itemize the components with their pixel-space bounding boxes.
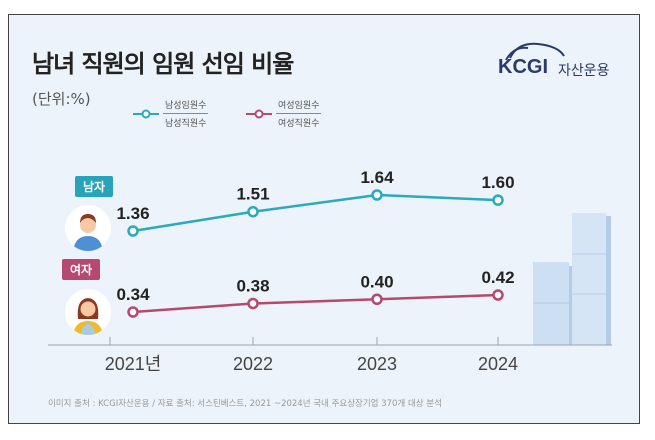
data-label: 0.34 [116, 285, 150, 304]
male-badge: 남자 [75, 176, 114, 197]
data-point [127, 306, 139, 318]
male-avatar [65, 205, 111, 251]
data-point [492, 194, 504, 206]
legend-male-numerator: 남성임원수 [163, 98, 209, 114]
female-avatar [65, 289, 111, 335]
data-label: 0.42 [481, 268, 514, 287]
buildings-illustration [533, 213, 611, 345]
data-point [247, 297, 259, 310]
x-tick-label: 2021년 [105, 354, 162, 374]
logo-suffix: 자산운용 [558, 63, 610, 79]
legend-female-numerator: 여성임원수 [276, 98, 322, 114]
series-line-male [132, 193, 499, 233]
legend-male-marker-icon [133, 109, 159, 118]
data-point [247, 205, 259, 218]
data-point [492, 289, 504, 301]
legend-male-denominator: 남성직원수 [165, 119, 207, 129]
logo-swoosh-icon [505, 42, 565, 61]
logo-brand: KCGI [498, 56, 548, 78]
legend-female-marker-icon [246, 109, 272, 118]
x-tick-label: 2024 [478, 354, 518, 374]
chart-frame [8, 14, 640, 424]
x-tick-label: 2023 [357, 354, 397, 374]
source-note: 이미지 출처 : KCGI자산운용 / 자료 출처: 서스틴베스트, 2021 … [48, 399, 442, 409]
data-label: 0.38 [236, 277, 269, 296]
legend-female-denominator: 여성직원수 [278, 119, 320, 129]
data-label: 0.40 [360, 272, 393, 291]
data-label: 1.64 [360, 168, 394, 187]
chart-title: 남녀 직원의 임원 선임 비율 [32, 50, 294, 78]
unit-label: (단위:%) [32, 90, 91, 108]
data-point [371, 189, 383, 201]
data-label: 1.51 [236, 185, 269, 204]
kcgi-logo: KCGI 자산운용 [498, 38, 623, 88]
data-label: 1.60 [481, 173, 514, 192]
data-point [127, 225, 139, 237]
data-point [371, 293, 383, 305]
x-tick-label: 2022 [233, 354, 273, 374]
data-label: 1.36 [116, 204, 149, 223]
female-badge: 여자 [62, 259, 101, 280]
series-line-female [132, 293, 499, 314]
